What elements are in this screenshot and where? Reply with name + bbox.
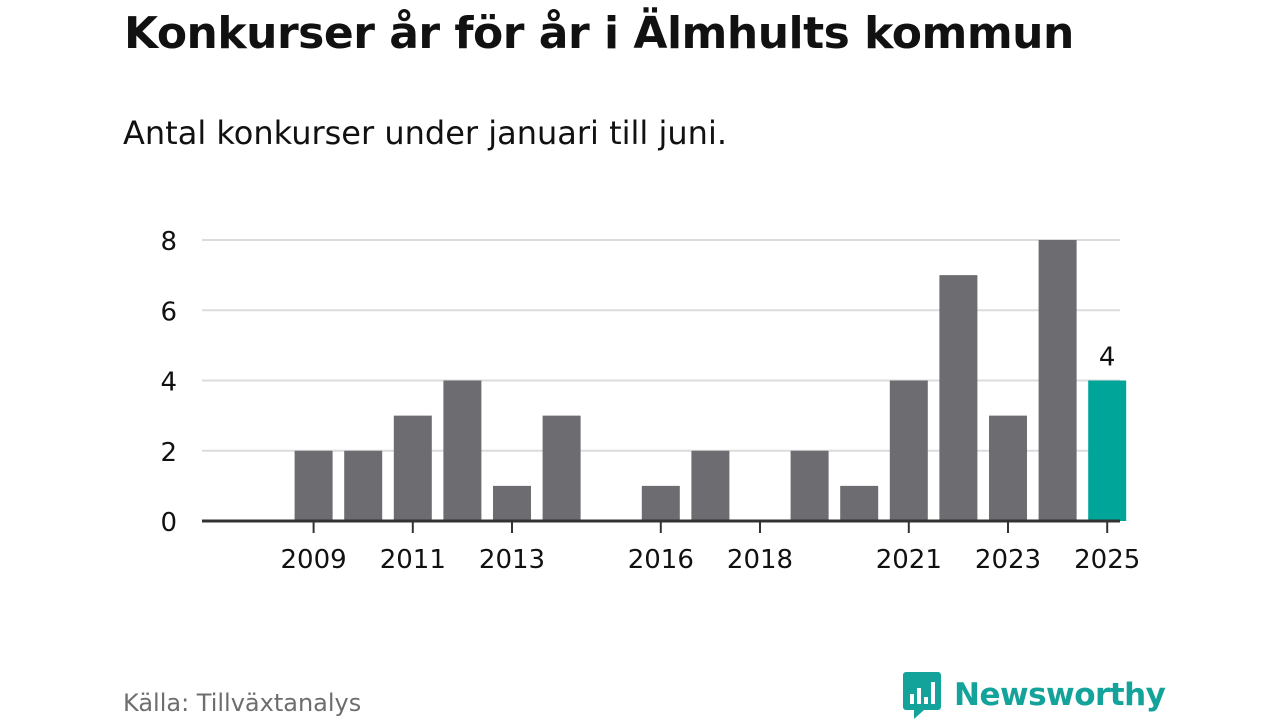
x-tick-label: 2009 xyxy=(281,545,347,575)
x-tick-label: 2013 xyxy=(479,545,545,575)
bar-2022 xyxy=(939,275,978,521)
bar-2017 xyxy=(691,450,730,521)
bar-2021 xyxy=(889,380,928,521)
bars xyxy=(294,240,1127,521)
chart-title: Konkurser år för år i Älmhults kommun xyxy=(124,8,1074,59)
bar-2016 xyxy=(641,485,680,521)
source-note: Källa: Tillväxtanalys xyxy=(123,689,362,717)
logo-text: Newsworthy xyxy=(954,677,1166,713)
y-tick-label: 8 xyxy=(160,227,177,257)
y-tick-label: 4 xyxy=(160,368,177,398)
x-tick-label: 2023 xyxy=(975,545,1041,575)
gridlines xyxy=(202,239,1120,452)
bar-2013 xyxy=(493,485,531,521)
bar-2012 xyxy=(443,380,482,521)
y-axis-ticks: 0 2 4 6 8 xyxy=(160,227,177,538)
bar-2009 xyxy=(294,450,333,521)
newsworthy-logo-icon xyxy=(903,672,941,719)
bar-2020 xyxy=(840,485,879,521)
bar-2025 xyxy=(1088,380,1127,521)
x-axis-ticks: 2009 2011 2013 2016 2018 2021 2023 2025 xyxy=(281,521,1140,575)
data-labels: 4 xyxy=(1099,343,1116,373)
bar-2023 xyxy=(989,415,1027,521)
bar-2024 xyxy=(1038,240,1077,521)
x-tick-label: 2018 xyxy=(727,545,793,575)
x-tick-label: 2011 xyxy=(380,545,446,575)
newsworthy-logo: Newsworthy xyxy=(902,670,1166,720)
bar-chart: 0 2 4 6 8 2009 2011 2013 2016 2018 2021 2023 2025 4 xyxy=(160,227,1140,575)
y-tick-label: 2 xyxy=(160,438,177,468)
chart-subtitle: Antal konkurser under januari till juni. xyxy=(123,114,727,152)
x-tick-label: 2021 xyxy=(876,545,942,575)
bar-2019 xyxy=(790,450,829,521)
bar-2014 xyxy=(542,415,581,521)
data-label: 4 xyxy=(1099,343,1116,373)
bar-2011 xyxy=(393,415,432,521)
y-tick-label: 0 xyxy=(160,508,177,538)
x-tick-label: 2016 xyxy=(628,545,694,575)
bar-2010 xyxy=(344,450,383,521)
y-tick-label: 6 xyxy=(160,297,177,327)
x-tick-label: 2025 xyxy=(1074,545,1140,575)
